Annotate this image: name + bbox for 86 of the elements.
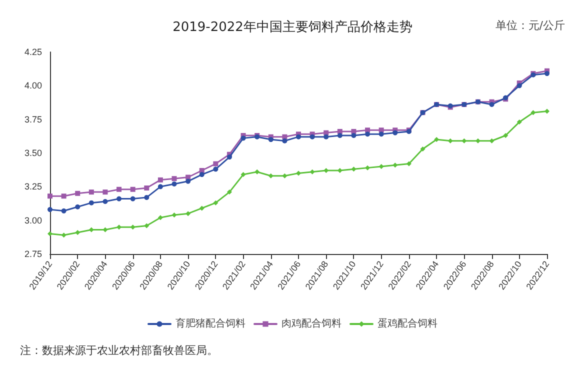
point — [61, 232, 66, 238]
point — [144, 194, 150, 200]
point — [378, 132, 384, 137]
point — [130, 224, 136, 230]
point — [544, 71, 550, 76]
point — [116, 196, 122, 202]
point — [213, 166, 218, 172]
point — [392, 130, 398, 136]
point — [448, 138, 453, 144]
point — [75, 230, 80, 235]
point — [310, 134, 315, 140]
point — [226, 190, 232, 195]
point — [48, 194, 52, 199]
point — [254, 169, 260, 174]
point — [102, 190, 108, 195]
point — [351, 166, 356, 172]
point — [378, 164, 384, 169]
point — [102, 198, 108, 204]
point — [365, 128, 370, 133]
point — [144, 186, 150, 191]
point — [199, 206, 204, 211]
point — [48, 231, 52, 236]
point — [240, 136, 246, 141]
point — [462, 138, 467, 144]
point — [268, 173, 274, 178]
text: 注：数据来源于农业农村部畜牧兽医局。 — [20, 344, 218, 357]
text: 单位：元/公斤 — [495, 19, 566, 32]
point — [516, 120, 522, 125]
legend-label: 肉鸡配合饲料 — [282, 318, 342, 330]
point — [186, 178, 191, 184]
point — [186, 211, 191, 216]
point — [172, 212, 177, 218]
point — [392, 162, 398, 168]
chart-title: 2019-2022年中国主要饲料产品价格走势 — [172, 19, 412, 35]
point — [406, 161, 412, 166]
point — [213, 200, 218, 206]
point — [75, 204, 80, 210]
point — [489, 138, 494, 144]
legend-label: 蛋鸡配合饲料 — [378, 318, 438, 330]
point — [365, 132, 370, 137]
point — [213, 161, 218, 166]
y-tick-label: 2.75 — [24, 249, 42, 259]
point — [186, 174, 191, 180]
legend-label: 育肥猪配合饲料 — [176, 318, 246, 330]
point — [88, 227, 94, 232]
point — [544, 108, 550, 114]
point — [378, 128, 384, 133]
point — [489, 102, 494, 108]
point — [75, 190, 80, 196]
y-tick-label: 3.00 — [24, 215, 42, 226]
point — [116, 186, 122, 192]
point — [88, 200, 94, 206]
point — [282, 138, 288, 144]
point — [282, 173, 288, 178]
point — [130, 186, 136, 192]
point — [503, 132, 508, 138]
point — [130, 196, 136, 202]
point — [240, 172, 246, 178]
y-tick-label: 4.00 — [24, 80, 42, 91]
point — [158, 177, 163, 182]
y-tick-label: 3.50 — [24, 148, 42, 158]
point — [61, 208, 66, 214]
point — [351, 132, 356, 138]
point — [158, 215, 163, 220]
point — [310, 169, 315, 174]
point — [516, 83, 522, 88]
point — [296, 134, 301, 140]
point — [226, 154, 232, 160]
y-tick-label: 3.75 — [24, 114, 42, 124]
point — [158, 184, 163, 190]
point — [530, 110, 536, 116]
point — [144, 223, 150, 228]
point — [88, 190, 94, 195]
point — [296, 170, 301, 176]
point — [199, 172, 204, 178]
point — [172, 181, 177, 186]
point — [420, 146, 426, 152]
point — [365, 165, 370, 170]
y-tick-label: 4.25 — [24, 47, 42, 57]
point — [324, 134, 329, 140]
point — [337, 132, 342, 138]
y-tick-label: 3.25 — [24, 182, 42, 192]
point — [268, 137, 274, 142]
point — [48, 207, 52, 212]
point — [61, 194, 66, 199]
point — [172, 176, 177, 182]
